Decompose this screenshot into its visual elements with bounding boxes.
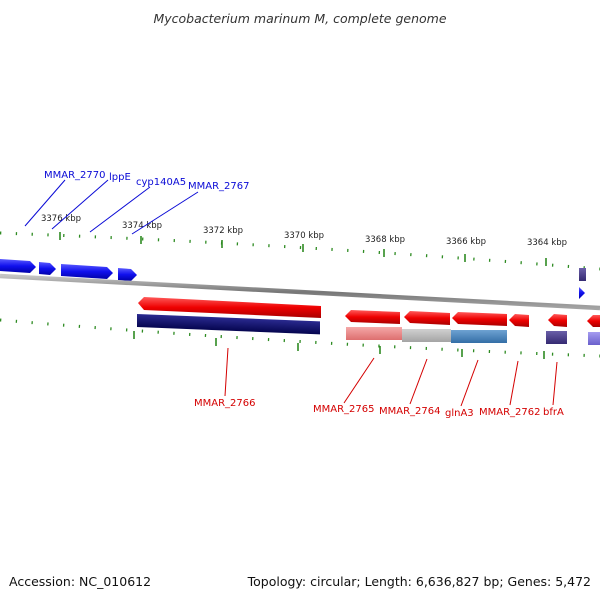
genome-summary-text: Topology: circular; Length: 6,636,827 bp… — [247, 574, 591, 589]
gene-label-lppe[interactable]: lppE — [109, 172, 131, 183]
forward-strand-genes — [0, 259, 586, 299]
outer-tick-ring — [0, 231, 600, 271]
gene-label-mmar-2764[interactable]: MMAR_2764 — [379, 406, 441, 417]
gene-label-mmar-2770[interactable]: MMAR_2770 — [44, 170, 106, 181]
cog-block-mmar-2764[interactable] — [402, 329, 451, 342]
reverse-gene[interactable] — [587, 315, 600, 327]
leader-line — [460, 359, 479, 407]
forward-gene-labels: MMAR_2770 lppE cyp140A5 MMAR_2767 — [24, 170, 250, 235]
cog-block-mmar-2766[interactable] — [137, 314, 320, 335]
accession-text: Accession: NC_010612 — [9, 574, 151, 589]
inner-minor-ticks — [0, 318, 600, 358]
leader-line — [24, 179, 66, 227]
scale-label: 3376 kbp — [41, 214, 81, 224]
reverse-gene-mmar-2764[interactable] — [404, 311, 450, 325]
forward-gene[interactable] — [0, 259, 36, 273]
cog-block-mmar-2765[interactable] — [346, 327, 402, 340]
outer-major-ticks — [59, 232, 547, 266]
leader-line — [89, 186, 151, 233]
gene-label-mmar-2765[interactable]: MMAR_2765 — [313, 404, 375, 415]
forward-gene-cog-block[interactable] — [579, 268, 586, 281]
forward-gene[interactable] — [579, 287, 585, 299]
reverse-strand-genes — [138, 297, 600, 327]
gene-label-mmar-2762[interactable]: MMAR_2762 — [479, 407, 541, 418]
leader-line — [131, 191, 199, 235]
reverse-gene-mmar-2766[interactable] — [138, 297, 321, 318]
leader-line — [51, 179, 109, 230]
leader-line — [224, 347, 229, 397]
gene-label-mmar-2767[interactable]: MMAR_2767 — [188, 181, 250, 192]
scale-label: 3372 kbp — [203, 226, 243, 236]
scale-label: 3368 kbp — [365, 235, 405, 245]
forward-gene[interactable] — [61, 264, 113, 279]
inner-tick-ring — [0, 318, 600, 359]
scale-label: 3370 kbp — [284, 231, 324, 241]
leader-line — [409, 358, 428, 405]
reverse-gene-bfra[interactable] — [548, 314, 567, 327]
map-title: Mycobacterium marinum M, complete genome — [153, 11, 446, 26]
scale-label: 3364 kbp — [527, 238, 567, 248]
forward-gene[interactable] — [118, 268, 137, 281]
inner-major-ticks — [133, 331, 545, 359]
leader-line — [552, 361, 558, 406]
gene-label-glna3[interactable]: glnA3 — [445, 408, 474, 419]
reverse-gene-glna3[interactable] — [452, 312, 507, 326]
leader-line — [509, 360, 519, 406]
leader-line — [343, 357, 375, 404]
genome-backbone — [0, 273, 600, 311]
scale-label: 3374 kbp — [122, 221, 162, 231]
gene-label-cyp140a5[interactable]: cyp140A5 — [136, 177, 186, 188]
cog-category-blocks — [137, 314, 600, 345]
gene-label-bfra[interactable]: bfrA — [543, 407, 564, 418]
reverse-gene-labels: MMAR_2766 MMAR_2765 MMAR_2764 glnA3 MMAR… — [194, 347, 564, 419]
scale-label: 3366 kbp — [446, 237, 486, 247]
reverse-gene-mmar-2765[interactable] — [345, 310, 400, 324]
cog-block-edge[interactable] — [588, 332, 600, 345]
reverse-gene-mmar-2762[interactable] — [509, 314, 529, 327]
cog-block-glna3[interactable] — [451, 330, 507, 343]
forward-gene[interactable] — [39, 262, 56, 275]
scale-labels: 3376 kbp 3374 kbp 3372 kbp 3370 kbp 3368… — [41, 214, 567, 248]
outer-minor-ticks — [0, 231, 600, 271]
cog-block-bfra[interactable] — [546, 331, 567, 344]
gene-label-mmar-2766[interactable]: MMAR_2766 — [194, 398, 256, 409]
